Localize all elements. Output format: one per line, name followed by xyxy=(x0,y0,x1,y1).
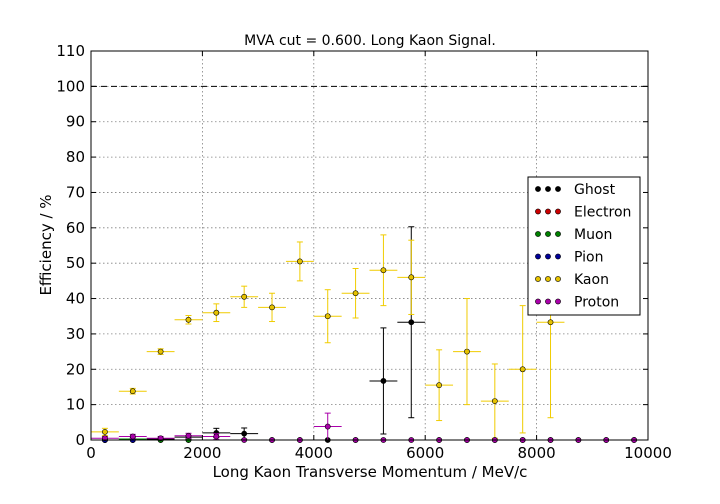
x-tick-label: 6000 xyxy=(406,444,444,462)
y-tick-label: 0 xyxy=(75,431,85,449)
data-point xyxy=(547,319,554,326)
data-point xyxy=(491,398,498,404)
y-tick-label: 50 xyxy=(66,254,85,272)
data-point xyxy=(408,274,415,281)
data-point xyxy=(241,430,248,437)
legend-marker xyxy=(555,298,561,305)
y-tick-label: 110 xyxy=(56,42,85,60)
legend-marker xyxy=(545,276,551,282)
series-kaon xyxy=(91,226,565,439)
data-point xyxy=(408,319,415,326)
data-point xyxy=(436,382,443,389)
legend-marker xyxy=(555,253,561,260)
data-point xyxy=(324,423,331,430)
axis-ticks: 0 2000 4000 6000 8000 10000 0 10 20 30 40 50 60 70 80 9… xyxy=(56,42,672,462)
legend-label: Muon xyxy=(574,227,612,243)
y-tick-label: 90 xyxy=(66,113,85,131)
data-point xyxy=(519,366,526,373)
legend-label: Electron xyxy=(574,205,631,221)
data-point xyxy=(213,309,220,316)
data-point xyxy=(213,433,220,440)
legend: Ghost Electron Muon Pion Kaon Proton xyxy=(527,176,641,316)
y-tick-label: 100 xyxy=(56,77,85,95)
y-tick-label: 20 xyxy=(66,360,85,378)
data-point xyxy=(380,267,387,274)
x-axis-label: Long Kaon Transverse Momentum / MeV/c xyxy=(213,463,528,481)
legend-marker xyxy=(535,208,541,215)
data-point xyxy=(185,316,192,323)
data-point xyxy=(324,313,331,320)
legend-marker xyxy=(535,231,541,237)
legend-marker xyxy=(545,208,551,215)
x-tick-label: 8000 xyxy=(518,444,556,462)
x-tick-label: 0 xyxy=(86,444,96,462)
data-point xyxy=(129,433,136,440)
data-point xyxy=(269,304,275,311)
legend-marker xyxy=(535,298,541,305)
x-tick-label: 10000 xyxy=(624,444,672,462)
legend-label: Pion xyxy=(574,250,603,266)
data-point xyxy=(380,378,387,384)
legend-box xyxy=(527,176,641,316)
legend-marker xyxy=(555,186,561,192)
y-tick-label: 10 xyxy=(66,396,85,414)
legend-marker xyxy=(535,186,541,192)
data-point xyxy=(185,432,192,439)
legend-marker xyxy=(535,276,541,282)
y-tick-label: 80 xyxy=(66,148,85,166)
data-point xyxy=(352,290,359,297)
y-tick-label: 40 xyxy=(66,290,85,308)
y-tick-label: 60 xyxy=(66,219,85,237)
chart-title: MVA cut = 0.600. Long Kaon Signal. xyxy=(244,33,496,49)
legend-marker xyxy=(545,186,551,192)
legend-marker xyxy=(555,231,561,237)
y-tick-label: 70 xyxy=(66,183,85,201)
x-tick-label: 2000 xyxy=(183,444,221,462)
legend-marker xyxy=(555,276,561,282)
y-axis-label: Efficiency / % xyxy=(37,194,55,295)
data-point xyxy=(296,258,303,265)
legend-marker xyxy=(535,253,541,260)
data-point xyxy=(129,388,136,395)
x-tick-label: 4000 xyxy=(295,444,333,462)
plot-frame xyxy=(90,50,649,441)
data-point xyxy=(464,348,470,355)
legend-label: Ghost xyxy=(574,182,616,198)
data-point xyxy=(241,293,248,300)
legend-marker xyxy=(545,253,551,260)
legend-label: Kaon xyxy=(574,272,609,288)
legend-marker xyxy=(545,298,551,305)
legend-label: Proton xyxy=(574,295,619,311)
data-point xyxy=(102,428,108,435)
legend-marker xyxy=(545,231,551,237)
legend-marker xyxy=(555,208,561,215)
y-tick-label: 30 xyxy=(66,325,85,343)
data-point xyxy=(157,348,164,355)
